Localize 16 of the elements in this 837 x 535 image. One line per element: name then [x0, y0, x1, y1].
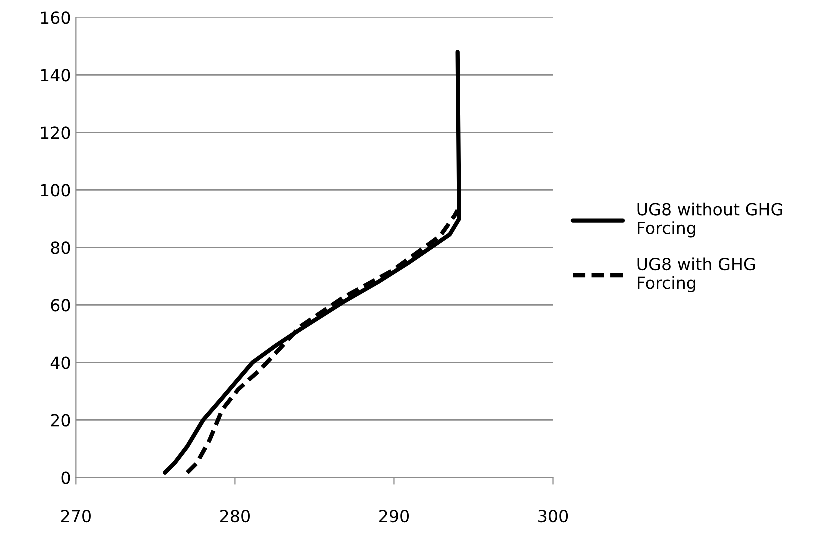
x-tick-label: 290: [380, 510, 410, 523]
line-series: [163, 50, 462, 475]
y-tick-label: 0: [62, 472, 70, 484]
x-tick-label: 300: [538, 510, 568, 523]
y-tick-label: 40: [50, 356, 70, 370]
y-tick-label: 100: [41, 184, 70, 197]
legend-label: UG8 with GHG Forcing: [638, 258, 756, 292]
y-tick-label: 120: [41, 126, 70, 140]
y-tick-label: 80: [51, 242, 70, 254]
y-tick-label: 60: [51, 299, 70, 312]
y-tick-label: 140: [41, 69, 70, 82]
x-tick-label: 270: [61, 510, 91, 523]
legend-label: UG8 without GHG Forcing: [638, 202, 782, 238]
x-tick-label: 280: [220, 510, 250, 523]
y-tick-label: 20: [51, 414, 70, 427]
y-tick-label: 160: [41, 12, 70, 24]
